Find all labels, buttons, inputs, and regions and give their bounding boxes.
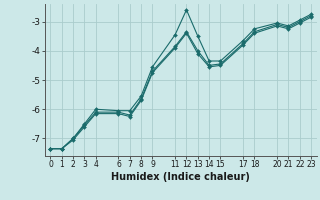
X-axis label: Humidex (Indice chaleur): Humidex (Indice chaleur)	[111, 172, 250, 182]
